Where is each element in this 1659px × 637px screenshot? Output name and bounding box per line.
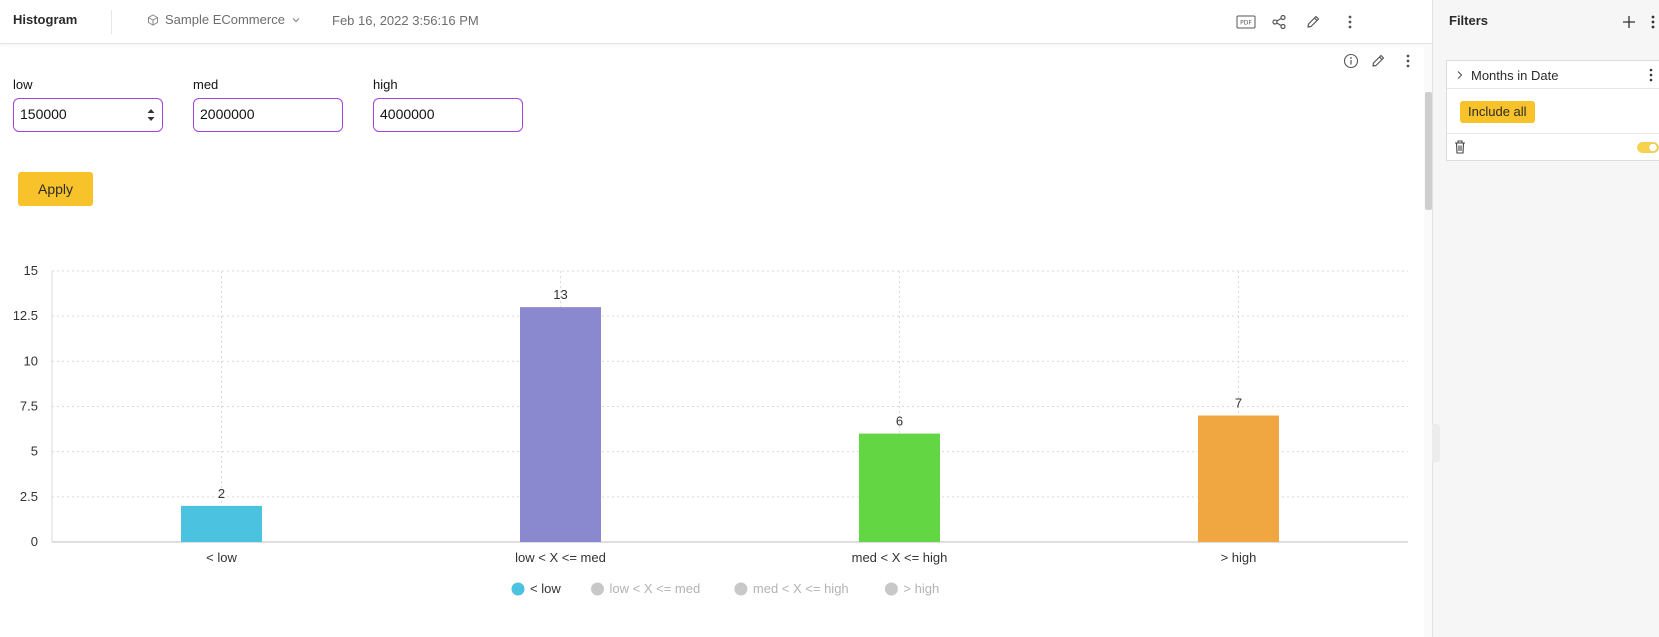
filter-card-header: Months in Date — [1447, 61, 1659, 89]
edit-icon[interactable] — [1368, 51, 1388, 71]
legend-swatch — [591, 582, 604, 596]
more-icon[interactable] — [1643, 11, 1659, 33]
pdf-icon[interactable]: PDF — [1235, 11, 1257, 33]
chart-bars: 2 13 6 7 — [181, 287, 1279, 542]
legend-label: med < X <= high — [753, 581, 849, 596]
low-input[interactable] — [14, 99, 134, 129]
filter-name[interactable]: Months in Date — [1471, 68, 1559, 83]
med-input[interactable] — [194, 99, 314, 129]
legend-swatch — [884, 582, 898, 596]
high-input[interactable] — [374, 99, 494, 129]
legend-item[interactable]: med < X <= high — [734, 581, 849, 596]
add-filter-icon[interactable] — [1619, 11, 1639, 33]
filters-header: Filters — [1433, 0, 1659, 44]
legend-label: < low — [530, 581, 561, 596]
dashboard-toolbar: Histogram Sample ECommerce Feb 16, 2022 … — [0, 0, 1432, 44]
legend-label: > high — [903, 581, 939, 596]
bar[interactable] — [1198, 415, 1279, 542]
more-icon[interactable] — [1339, 11, 1361, 33]
svg-text:PDF: PDF — [1240, 20, 1252, 27]
legend-swatch — [511, 582, 525, 596]
y-tick-label: 15 — [24, 263, 38, 278]
trash-icon[interactable] — [1453, 139, 1467, 155]
chevron-down-icon — [291, 15, 301, 25]
bar-value-label: 6 — [896, 414, 903, 429]
filter-card-months-in-date: Months in Date Include all — [1446, 60, 1659, 161]
y-tick-label: 5 — [31, 444, 38, 459]
dashboard-title: Histogram — [13, 12, 78, 27]
histogram-chart: 0 2.5 5 7.5 10 12.5 15 2 13 6 7 < low low < X <= m… — [13, 263, 1408, 596]
med-field[interactable] — [193, 98, 343, 132]
bar[interactable] — [859, 433, 940, 542]
high-field[interactable] — [373, 98, 523, 132]
bar-value-label: 13 — [553, 287, 567, 302]
chart-legend: < low low < X <= med med < X <= high > high — [511, 581, 939, 596]
legend-item[interactable]: low < X <= med — [591, 581, 700, 596]
x-axis-labels: < low low < X <= med med < X <= high > high — [206, 550, 1256, 565]
high-label: high — [373, 77, 398, 92]
y-axis-ticks: 0 2.5 5 7.5 10 12.5 15 — [13, 263, 38, 549]
y-tick-label: 2.5 — [20, 489, 38, 504]
bar[interactable] — [181, 505, 262, 542]
stepper-icon[interactable] — [146, 107, 156, 123]
low-label: low — [13, 77, 33, 92]
legend-item[interactable]: < low — [511, 581, 562, 596]
low-field[interactable] — [13, 98, 163, 132]
legend-label: low < X <= med — [610, 581, 701, 596]
chart-grid — [51, 270, 1408, 543]
x-tick-label: low < X <= med — [515, 550, 606, 565]
info-icon[interactable] — [1341, 51, 1361, 71]
filters-panel: Filters Months in Date Include all — [1432, 0, 1659, 637]
bar-value-label: 7 — [1235, 396, 1242, 411]
bar-value-label: 2 — [218, 486, 225, 501]
bar[interactable] — [520, 307, 601, 542]
legend-item[interactable]: > high — [884, 581, 939, 596]
more-icon[interactable] — [1398, 51, 1418, 71]
scrollbar-thumb[interactable] — [1425, 92, 1432, 210]
scrollbar-track[interactable] — [1424, 45, 1432, 637]
filter-card-footer — [1447, 133, 1659, 161]
toolbar-divider — [111, 10, 112, 34]
y-tick-label: 0 — [31, 534, 38, 549]
y-tick-label: 7.5 — [20, 399, 38, 414]
last-updated-timestamp: Feb 16, 2022 3:56:16 PM — [332, 13, 479, 28]
x-tick-label: > high — [1221, 550, 1257, 565]
cube-icon — [147, 13, 159, 26]
y-tick-label: 10 — [24, 353, 38, 368]
legend-swatch — [734, 582, 748, 596]
edit-icon[interactable] — [1302, 11, 1324, 33]
datasource-name: Sample ECommerce — [165, 12, 285, 27]
panel-collapse-handle[interactable] — [1432, 424, 1440, 462]
share-icon[interactable] — [1268, 11, 1290, 33]
chevron-right-icon[interactable] — [1455, 68, 1465, 82]
more-icon[interactable] — [1645, 66, 1657, 84]
x-tick-label: < low — [206, 550, 237, 565]
datasource-selector[interactable]: Sample ECommerce — [147, 12, 301, 27]
include-all-button[interactable]: Include all — [1460, 101, 1535, 123]
filter-toggle[interactable] — [1637, 142, 1659, 153]
x-tick-label: med < X <= high — [852, 550, 948, 565]
dashboard-main: Histogram Sample ECommerce Feb 16, 2022 … — [0, 0, 1432, 637]
filters-title: Filters — [1449, 13, 1489, 28]
med-label: med — [193, 77, 219, 92]
apply-button[interactable]: Apply — [18, 172, 93, 206]
y-tick-label: 12.5 — [13, 308, 38, 323]
